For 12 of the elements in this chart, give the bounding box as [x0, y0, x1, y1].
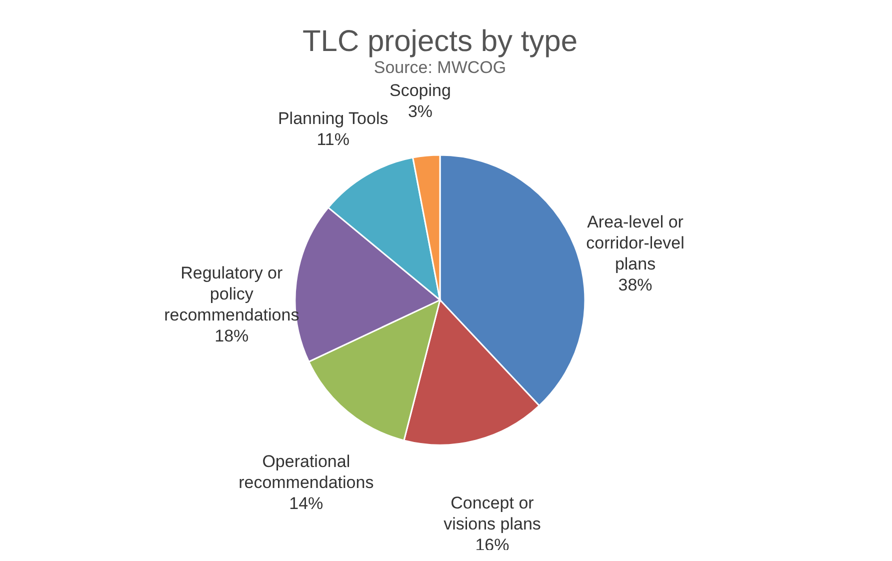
chart-title: TLC projects by type: [302, 25, 578, 58]
slice-label: Operational recommendations: [238, 452, 374, 492]
data-label: 3%: [408, 102, 433, 121]
slice-label: Concept or visions plans: [444, 493, 541, 534]
chart-subtitle: Source: MWCOG: [374, 58, 506, 77]
slice-label: Area-level or corridor-level plans: [586, 212, 684, 274]
data-label: 18%: [214, 326, 249, 346]
data-label: 38%: [618, 276, 652, 295]
slice-label: Planning Tools: [278, 109, 388, 128]
data-label: 14%: [289, 494, 324, 513]
data-label: 11%: [316, 130, 350, 150]
slice-label: Scoping: [390, 80, 451, 100]
